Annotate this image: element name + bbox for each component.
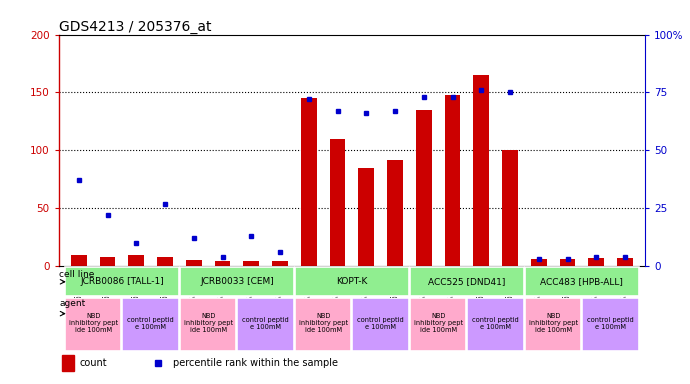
Text: ACC525 [DND41]: ACC525 [DND41] [428, 276, 506, 286]
Text: control peptid
e 100mM: control peptid e 100mM [472, 317, 519, 330]
Bar [180, 267, 294, 296]
Text: control peptid
e 100mM: control peptid e 100mM [242, 317, 289, 330]
Bar [525, 267, 639, 296]
Bar [468, 298, 524, 351]
Text: ACC483 [HPB-ALL]: ACC483 [HPB-ALL] [540, 276, 623, 286]
Bar [330, 139, 346, 266]
Bar [237, 298, 294, 351]
Bar [65, 267, 179, 296]
Bar [358, 168, 374, 266]
Bar [123, 298, 179, 351]
Bar [71, 255, 87, 266]
Text: control peptid
e 100mM: control peptid e 100mM [587, 317, 634, 330]
Text: control peptid
e 100mM: control peptid e 100mM [357, 317, 404, 330]
Text: count: count [79, 358, 107, 368]
Text: KOPT-K: KOPT-K [336, 276, 368, 286]
Text: JCRB0086 [TALL-1]: JCRB0086 [TALL-1] [80, 276, 164, 286]
Text: NBD
inhibitory pept
ide 100mM: NBD inhibitory pept ide 100mM [68, 313, 118, 333]
Bar [186, 260, 201, 266]
Bar [61, 355, 75, 371]
Bar [353, 298, 409, 351]
Bar [99, 257, 115, 266]
Bar [244, 262, 259, 266]
Bar [502, 150, 518, 266]
Text: JCRB0033 [CEM]: JCRB0033 [CEM] [200, 276, 274, 286]
Bar [180, 298, 237, 351]
Bar [582, 298, 639, 351]
Bar [410, 267, 524, 296]
Bar [617, 258, 633, 266]
Bar [272, 262, 288, 266]
Text: NBD
inhibitory pept
ide 100mM: NBD inhibitory pept ide 100mM [299, 313, 348, 333]
Bar [410, 298, 466, 351]
Text: NBD
inhibitory pept
ide 100mM: NBD inhibitory pept ide 100mM [529, 313, 578, 333]
Bar [128, 255, 144, 266]
Bar [473, 75, 489, 266]
Text: control peptid
e 100mM: control peptid e 100mM [127, 317, 174, 330]
Bar [295, 267, 409, 296]
Bar [65, 298, 121, 351]
Bar [215, 262, 230, 266]
Bar [157, 257, 173, 266]
Text: NBD
inhibitory pept
ide 100mM: NBD inhibitory pept ide 100mM [184, 313, 233, 333]
Text: agent: agent [59, 300, 86, 308]
Bar [589, 258, 604, 266]
Bar [531, 259, 546, 266]
Bar [560, 259, 575, 266]
Bar [295, 298, 351, 351]
Text: NBD
inhibitory pept
ide 100mM: NBD inhibitory pept ide 100mM [413, 313, 463, 333]
Bar [444, 95, 460, 266]
Bar [301, 98, 317, 266]
Bar [525, 298, 582, 351]
Text: percentile rank within the sample: percentile rank within the sample [173, 358, 338, 368]
Text: GDS4213 / 205376_at: GDS4213 / 205376_at [59, 20, 211, 33]
Bar [416, 110, 432, 266]
Bar [387, 160, 403, 266]
Text: cell line: cell line [59, 270, 95, 280]
